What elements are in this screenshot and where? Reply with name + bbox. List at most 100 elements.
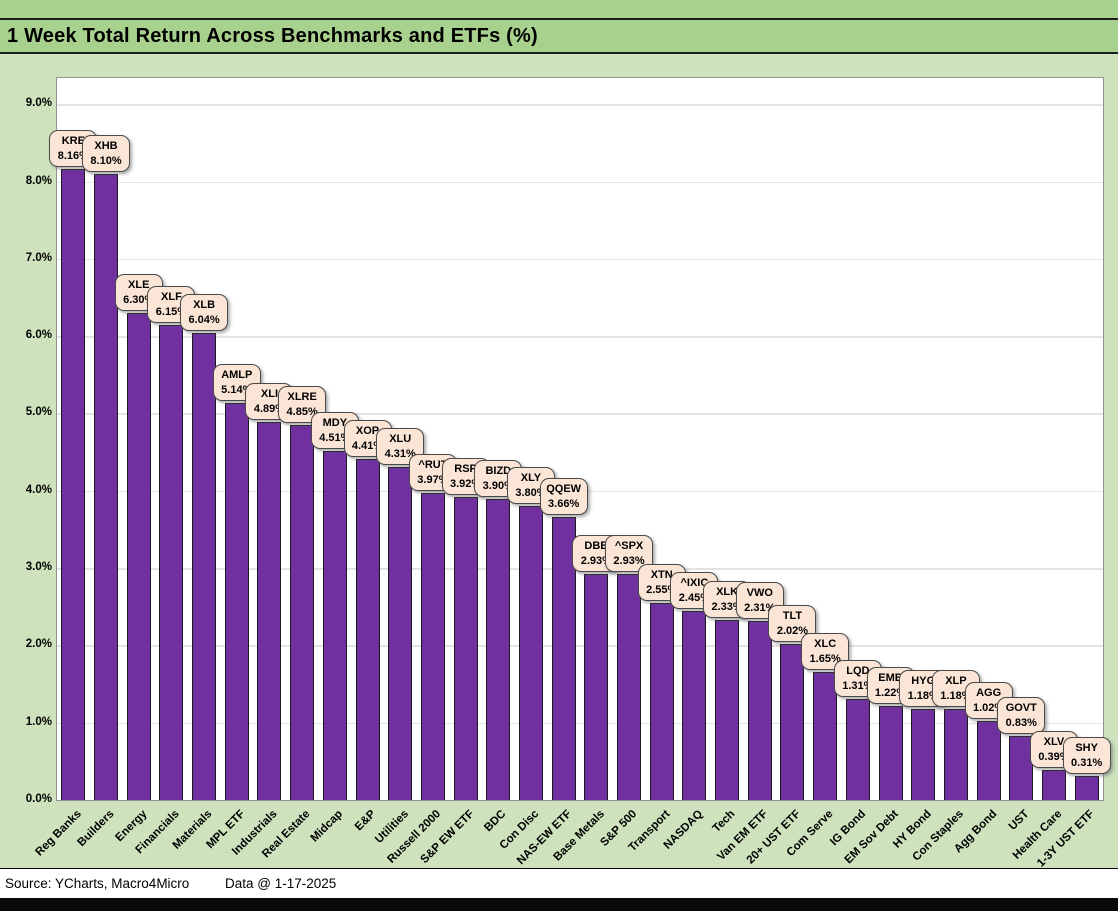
bar xyxy=(290,425,315,800)
bar xyxy=(159,324,184,800)
callout-ticker: XLU xyxy=(389,432,412,445)
callout-ticker: BIZD xyxy=(485,464,512,477)
bar xyxy=(682,610,707,800)
chart-title: 1 Week Total Return Across Benchmarks an… xyxy=(7,24,538,47)
callout-ticker: SHY xyxy=(1075,742,1098,755)
callout-ticker: KRE xyxy=(61,135,85,148)
bar-callout-label: XLB 6.04% xyxy=(180,294,229,332)
y-axis-tick-label: 4.0% xyxy=(25,483,52,496)
bar xyxy=(845,698,870,800)
top-green-strip xyxy=(0,0,1118,18)
callout-ticker: EMB xyxy=(878,671,903,684)
footer-data-date: Data @ 1-17-2025 xyxy=(225,876,337,891)
bar xyxy=(420,493,445,800)
callout-ticker: XLK xyxy=(716,585,739,598)
bar xyxy=(126,313,151,800)
y-axis-tick-label: 8.0% xyxy=(25,174,52,187)
y-axis-tick-label: 0.0% xyxy=(25,793,52,805)
callout-ticker: XLE xyxy=(128,278,150,291)
footer-source: Source: YCharts, Macro4Micro xyxy=(5,876,190,891)
footer-bar: Source: YCharts, Macro4Micro Data @ 1-17… xyxy=(0,868,1118,898)
bar xyxy=(61,169,86,800)
bar-callout-label: QQEW 3.66% xyxy=(539,478,588,516)
callout-ticker: XLP xyxy=(945,674,967,687)
callout-value: 2.55% xyxy=(646,583,678,596)
gridline xyxy=(57,336,1103,338)
x-axis-category-label: E&P xyxy=(352,808,379,834)
callout-value: 2.93% xyxy=(613,554,645,567)
bar xyxy=(1009,735,1034,800)
bar xyxy=(649,602,674,800)
bar xyxy=(551,517,576,800)
callout-value: 3.66% xyxy=(548,498,580,511)
callout-value: 2.93% xyxy=(580,554,612,567)
callout-ticker: ^SPX xyxy=(614,539,644,552)
callout-ticker: HYG xyxy=(911,674,936,687)
bar xyxy=(224,402,249,800)
callout-value: 1.22% xyxy=(874,686,907,699)
y-axis-tick-label: 2.0% xyxy=(25,638,52,651)
callout-value: 1.02% xyxy=(972,702,1005,715)
gridline xyxy=(57,645,1103,647)
gridline xyxy=(57,722,1103,725)
callout-ticker: AMLP xyxy=(221,368,253,381)
bar xyxy=(94,173,119,800)
bar xyxy=(780,643,805,800)
gridline xyxy=(57,104,1103,106)
callout-value: 2.31% xyxy=(744,602,776,615)
y-axis-tick-label: 7.0% xyxy=(25,251,52,264)
callout-value: 2.02% xyxy=(776,624,809,637)
plot-area: KRE 8.16% XHB 8.10% XLE 6.30% XLF 6.15% XLB 6.04%… xyxy=(49,77,1111,801)
bar xyxy=(1074,776,1099,800)
callout-ticker: DBB xyxy=(584,539,609,552)
x-axis: Reg Banks Builders Energy Financials Materia… xyxy=(0,800,1118,870)
bar xyxy=(388,466,413,800)
x-axis-category-label: Tech xyxy=(710,808,738,835)
bar xyxy=(192,333,217,800)
x-axis-category-label: BDC xyxy=(482,808,509,835)
y-axis-tick-label: 1.0% xyxy=(25,715,52,728)
gridline xyxy=(57,181,1103,184)
bar xyxy=(518,506,543,800)
bottom-dark-strip xyxy=(0,898,1118,911)
callout-value: 2.33% xyxy=(711,600,743,613)
x-axis-category-label: Midcap xyxy=(308,808,346,845)
y-axis-tick-label: 6.0% xyxy=(25,329,52,342)
callout-ticker: LQD xyxy=(846,664,870,677)
callout-ticker: XOP xyxy=(355,425,380,438)
callout-value: 3.92% xyxy=(449,477,482,490)
bar-callout-label: AGG 1.02% xyxy=(964,682,1013,720)
callout-ticker: XLRE xyxy=(287,391,317,404)
y-axis-tick-label: 9.0% xyxy=(25,97,52,110)
bar xyxy=(747,621,772,800)
bar xyxy=(453,496,478,800)
callout-value: 4.31% xyxy=(384,447,416,460)
callout-value: 4.51% xyxy=(319,432,351,445)
bar xyxy=(715,619,740,800)
callout-value: 8.16% xyxy=(57,150,89,163)
callout-ticker: VWO xyxy=(746,587,773,600)
callout-ticker: AGG xyxy=(976,687,1002,700)
gridline xyxy=(57,258,1103,261)
title-band: 1 Week Total Return Across Benchmarks an… xyxy=(0,18,1118,54)
bar xyxy=(1041,769,1066,800)
x-axis-category-label: UST xyxy=(1007,808,1032,833)
callout-value: 4.89% xyxy=(253,402,286,415)
callout-value: 4.41% xyxy=(351,440,384,453)
bar xyxy=(486,498,511,800)
callout-value: 1.18% xyxy=(907,689,939,702)
callout-value: 2.45% xyxy=(678,591,710,604)
callout-ticker: TLT xyxy=(782,609,803,622)
callout-value: 3.80% xyxy=(515,487,547,500)
bar xyxy=(322,451,347,800)
bar-callout-label: SHY 0.31% xyxy=(1062,737,1111,775)
callout-ticker: XLY xyxy=(520,472,542,485)
bar xyxy=(976,721,1001,800)
callout-value: 4.85% xyxy=(286,406,318,419)
callout-ticker: GOVT xyxy=(1005,701,1037,714)
callout-ticker: XLB xyxy=(193,299,216,312)
bar xyxy=(617,573,642,800)
bar xyxy=(878,705,903,800)
callout-value: 6.15% xyxy=(155,305,187,318)
